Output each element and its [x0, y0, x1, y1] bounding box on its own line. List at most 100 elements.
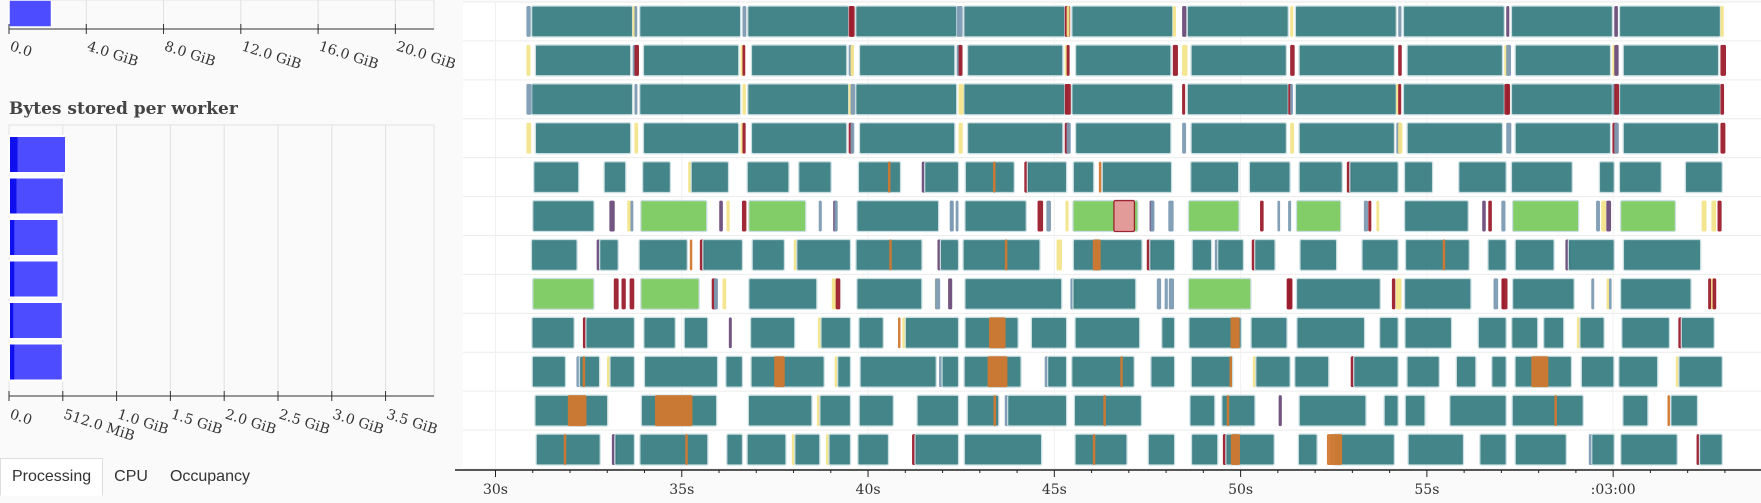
tab-processing[interactable]: Processing [0, 458, 104, 496]
task-bar [1150, 355, 1176, 388]
task-sliver [1398, 44, 1402, 76]
task-sliver [1608, 278, 1612, 310]
task-sliver [1226, 395, 1230, 427]
task-sliver [742, 83, 746, 115]
task-bar [1295, 199, 1342, 233]
task-bar [858, 44, 956, 77]
task-bar [726, 433, 744, 466]
task-bar [1189, 394, 1216, 427]
task-bar [1071, 5, 1174, 38]
task-bar [748, 199, 807, 233]
task-sliver [526, 83, 532, 115]
task-sliver [1172, 44, 1178, 76]
task-sliver [582, 356, 586, 388]
task-sliver [1717, 200, 1722, 232]
task-sliver [834, 200, 838, 232]
task-bar [1487, 238, 1507, 272]
task-sliver [835, 278, 841, 310]
tab-occupancy[interactable]: Occupancy [169, 468, 250, 485]
task-bar [578, 355, 601, 388]
task-sliver [742, 122, 746, 154]
task-bar [1186, 5, 1289, 38]
task-sliver [1614, 44, 1619, 76]
task-sliver [1488, 200, 1492, 232]
task-bar [1191, 238, 1213, 272]
task-sliver [1708, 278, 1712, 310]
task-sliver [714, 278, 718, 310]
task-stream-chart[interactable]: 30s 35s 40s 45s 50s 55s:03:00 [455, 0, 1761, 503]
task-bar [1186, 83, 1289, 116]
x-tick-label: 16.0 GiB [317, 39, 381, 73]
task-bar [1349, 161, 1399, 194]
task-bar [1406, 122, 1504, 155]
task-sliver [1501, 200, 1506, 232]
task-bar [1510, 5, 1614, 38]
task-bar [1071, 83, 1174, 116]
task-bar [1353, 355, 1399, 388]
task-bar [1217, 238, 1245, 272]
task-bar [1579, 316, 1605, 349]
task-bar [1294, 5, 1397, 38]
task-sliver [818, 200, 822, 232]
task-bar [964, 161, 1015, 194]
task-sliver [1289, 278, 1293, 310]
task-bar [614, 433, 636, 466]
task-bar [855, 5, 958, 38]
worker-bar [8, 176, 65, 216]
x-tick-label: 2.5 GiB [277, 407, 332, 438]
task-bar [1361, 238, 1399, 272]
task-bar [858, 316, 884, 349]
worker-bar-inner [10, 344, 15, 380]
task-sliver [1696, 434, 1700, 465]
task-sliver [742, 6, 747, 37]
task-bar [1072, 161, 1095, 194]
task-sliver [1229, 356, 1232, 388]
task-bar [859, 355, 937, 388]
task-bar [1511, 277, 1575, 310]
task-bar [1680, 316, 1715, 349]
task-sliver [774, 356, 785, 388]
plot-frame [8, 124, 435, 397]
task-bar [1458, 161, 1507, 194]
task-sliver [989, 317, 1006, 349]
task-bar [963, 433, 1043, 466]
task-bar [964, 277, 1063, 310]
task-bar [1510, 83, 1614, 116]
task-sliver [1614, 83, 1620, 115]
task-bar [1030, 316, 1068, 349]
x-tick-label: 12.0 GiB [240, 39, 304, 73]
tab-cpu[interactable]: CPU [114, 468, 148, 485]
task-bar [836, 355, 852, 388]
task-bar [585, 316, 636, 349]
task-sliver [1290, 6, 1294, 37]
task-bar [796, 238, 852, 272]
task-sliver [1066, 44, 1070, 76]
task-bar [828, 433, 852, 466]
task-bar [750, 44, 848, 77]
task-sliver [1182, 83, 1186, 115]
task-sliver [834, 356, 838, 388]
task-bar [1294, 355, 1330, 388]
task-sliver [1711, 200, 1717, 232]
task-sliver [1596, 200, 1600, 232]
task-sliver [1288, 200, 1292, 232]
task-bar [603, 161, 627, 194]
task-bar [750, 355, 825, 388]
task-sliver [1290, 122, 1294, 154]
task-bar [750, 122, 848, 155]
task-bar [1619, 199, 1677, 233]
task-bar [643, 355, 719, 388]
task-sliver [958, 83, 964, 115]
worker-bar-inner [10, 220, 15, 255]
task-bar [1618, 83, 1722, 116]
task-bar [1684, 161, 1723, 194]
task-bar [1619, 277, 1692, 310]
task-sliver [948, 278, 953, 310]
task-bar [747, 83, 850, 116]
task-bar [1298, 394, 1367, 427]
task-sliver [526, 44, 531, 76]
task-sliver [1667, 395, 1670, 427]
task-bar [963, 83, 1066, 116]
task-sliver [1290, 83, 1293, 115]
task-sliver [958, 6, 963, 37]
